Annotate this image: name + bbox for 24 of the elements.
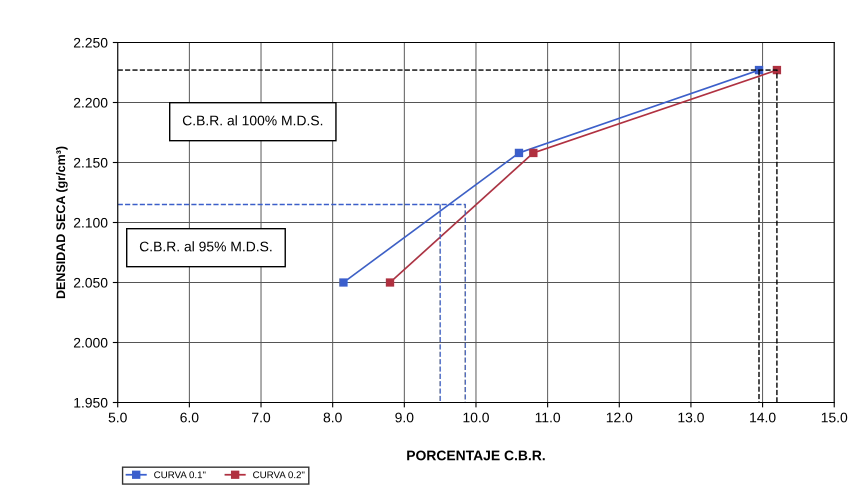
legend-label: CURVA 0.2" — [253, 471, 304, 478]
y-tick-label: 2.200 — [74, 98, 108, 108]
x-tick-label: 15.0 — [822, 412, 848, 422]
x-tick-label: 13.0 — [678, 412, 704, 422]
y-tick-label: 1.950 — [74, 398, 108, 408]
y-tick-label: 2.150 — [74, 158, 108, 168]
x-tick-label: 7.0 — [252, 412, 270, 422]
y-tick-label: 2.250 — [74, 38, 108, 48]
x-axis-title: PORCENTAJE C.B.R. — [407, 450, 545, 460]
annotation: C.B.R. al 100% M.D.S. — [182, 115, 322, 126]
x-tick-label: 8.0 — [324, 412, 342, 422]
x-tick-label: 14.0 — [750, 412, 776, 422]
x-tick-label: 6.0 — [180, 412, 198, 422]
x-tick-label: 5.0 — [108, 412, 127, 422]
x-tick-label: 9.0 — [395, 412, 414, 422]
x-tick-label: 10.0 — [464, 412, 489, 422]
y-tick-label: 2.000 — [74, 338, 108, 348]
x-tick-label: 12.0 — [606, 412, 632, 422]
x-tick-label: 11.0 — [536, 412, 560, 422]
annotation: C.B.R. al 95% M.D.S. — [140, 241, 272, 252]
y-tick-label: 2.100 — [74, 218, 108, 228]
legend-label: CURVA 0.1" — [154, 471, 206, 478]
y-tick-label: 2.050 — [74, 278, 108, 288]
y-axis-title: DENSIDAD SECA (gr/cm³) — [56, 146, 68, 298]
